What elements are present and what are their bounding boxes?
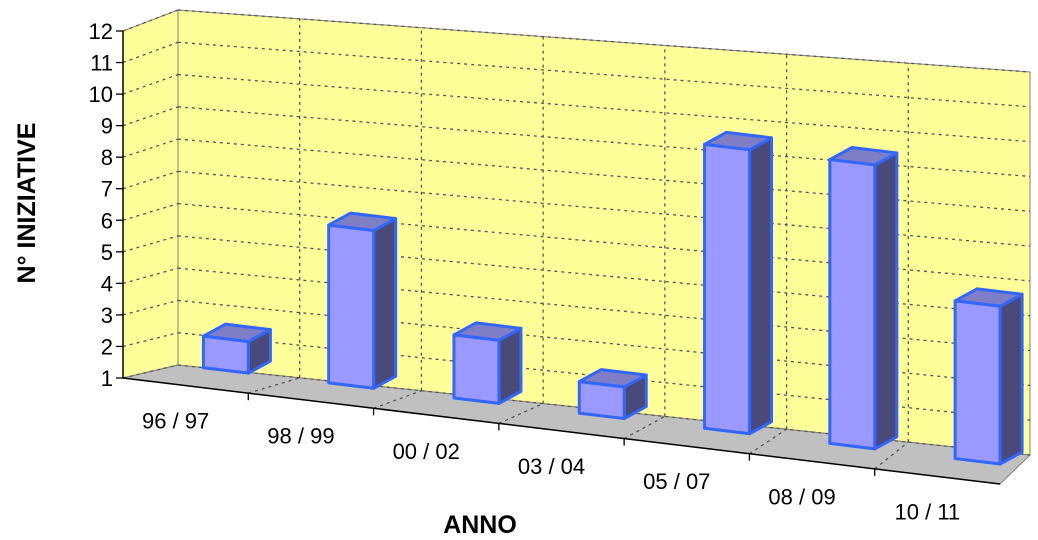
x-tick-label: 96 / 97	[142, 409, 209, 434]
gridline-left	[122, 299, 179, 316]
gridline-left	[122, 364, 179, 379]
y-tick-label: 7	[101, 177, 113, 202]
bar-front	[953, 299, 1002, 466]
gridline-back	[177, 235, 1031, 317]
bar-0002	[452, 321, 523, 405]
gridline-left	[122, 41, 179, 64]
bar-1011	[953, 287, 1024, 466]
bar-front	[327, 223, 376, 390]
floor-divider	[498, 402, 544, 425]
bar-9697	[201, 322, 272, 375]
x-axis-title: ANNO	[443, 511, 517, 539]
gridline-back	[177, 41, 1031, 108]
floor-divisions	[247, 377, 909, 476]
gridline-left	[122, 9, 179, 32]
y-tick-label: 9	[101, 114, 113, 139]
y-tick-label: 8	[101, 145, 113, 170]
y-axis-title: N° INIZIATIVE	[13, 123, 41, 284]
y-tick-label: 1	[101, 366, 113, 391]
y-tick-label: 11	[90, 51, 113, 76]
floor-divider	[248, 377, 300, 394]
floor-divider	[623, 415, 666, 440]
left-wall	[122, 9, 179, 379]
y-tick-label: 3	[101, 303, 113, 328]
y-tick-label: 5	[101, 240, 113, 265]
floor-divider	[749, 428, 787, 455]
bar-side	[372, 217, 398, 390]
y-tick-label: 6	[101, 208, 113, 233]
floor-divider	[373, 390, 422, 409]
x-axis-line	[122, 377, 1001, 485]
gridline-back	[177, 106, 1031, 178]
bar-front	[828, 158, 877, 451]
x-tick-label: 08 / 09	[768, 484, 835, 509]
bar-0304	[577, 368, 648, 421]
gridline-back	[177, 170, 1031, 247]
gridline-left	[122, 267, 179, 284]
bar-front	[201, 334, 250, 375]
bar-9899	[327, 211, 398, 390]
x-axis: 96 / 97 98 / 99 00 / 02 03 / 04 05 / 07 08 / …	[142, 409, 960, 525]
gridline-back	[177, 9, 1031, 73]
gridline-left	[122, 235, 179, 253]
bar-front	[703, 142, 752, 436]
x-tick-label: 98 / 99	[267, 424, 334, 449]
bars	[201, 130, 1024, 466]
gridline-left	[122, 203, 179, 221]
x-tick-label: 00 / 02	[393, 439, 460, 464]
x-tick-label: 03 / 04	[518, 454, 585, 479]
gridline-back	[177, 138, 1031, 212]
gridline-back	[177, 267, 1031, 352]
gridline-back	[177, 299, 1031, 387]
bar-side	[998, 292, 1024, 466]
gridline-left	[122, 170, 179, 190]
gridline-left	[122, 332, 179, 348]
y-tick-label: 12	[89, 19, 113, 44]
gridline-back	[177, 73, 1031, 143]
bar-side	[873, 151, 899, 451]
x-tick-label: 10 / 11	[895, 499, 961, 524]
bar-0507	[703, 130, 774, 436]
gridline-left	[122, 138, 179, 158]
y-tick-label: 4	[101, 271, 113, 296]
bar-0809	[828, 146, 899, 451]
y-tick-label: 2	[101, 334, 113, 359]
bar-front	[577, 380, 626, 421]
x-tick-label: 05 / 07	[643, 469, 710, 494]
gridline-left	[122, 106, 179, 127]
floor-divider	[874, 441, 909, 470]
gridlines	[122, 9, 1031, 456]
gridline-left	[122, 73, 179, 95]
bar-front	[452, 333, 501, 405]
bar-side	[748, 136, 774, 436]
y-tick-label: 10	[89, 82, 113, 107]
gridline-back	[177, 202, 1031, 282]
